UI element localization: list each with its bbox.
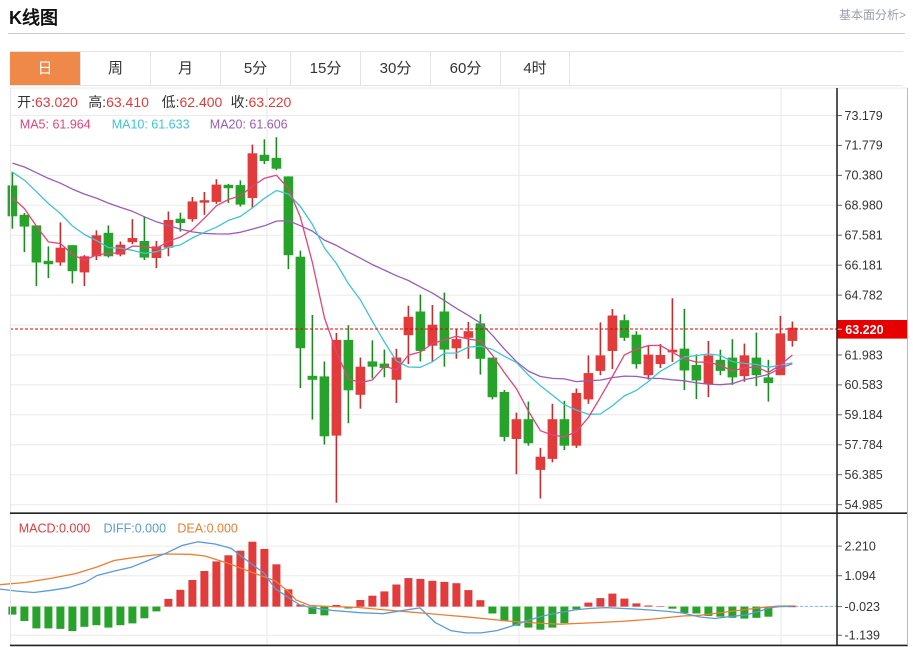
svg-text:68.980: 68.980 (845, 199, 883, 213)
svg-text:67.581: 67.581 (845, 229, 883, 243)
svg-text:66.181: 66.181 (845, 259, 883, 273)
svg-text:54.985: 54.985 (845, 498, 883, 512)
svg-text:71.779: 71.779 (845, 139, 883, 153)
svg-text:1.094: 1.094 (845, 569, 876, 583)
svg-text:57.784: 57.784 (845, 438, 883, 452)
svg-text:60.583: 60.583 (845, 378, 883, 392)
svg-text:61.983: 61.983 (845, 348, 883, 362)
svg-text:59.184: 59.184 (845, 408, 883, 422)
svg-text:56.385: 56.385 (845, 468, 883, 482)
svg-text:70.380: 70.380 (845, 169, 883, 183)
svg-text:73.179: 73.179 (845, 109, 883, 123)
svg-text:64.782: 64.782 (845, 288, 883, 302)
svg-text:-1.139: -1.139 (845, 629, 880, 643)
svg-text:2.210: 2.210 (845, 539, 876, 553)
svg-text:63.220: 63.220 (845, 323, 883, 337)
svg-text:-0.023: -0.023 (845, 600, 880, 614)
